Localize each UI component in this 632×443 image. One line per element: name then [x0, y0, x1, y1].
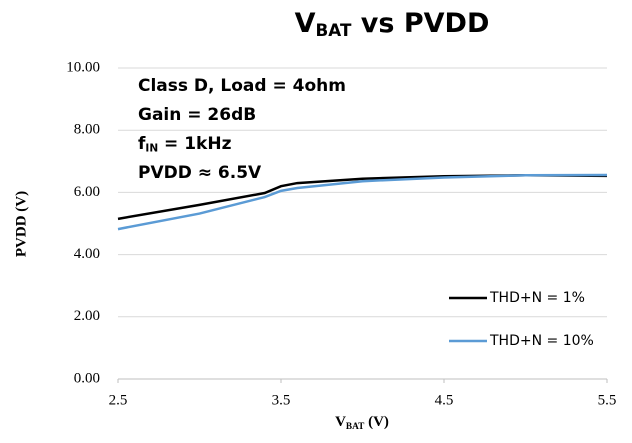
text-part: vs PVDD — [351, 8, 489, 39]
y-tick-label: 10.00 — [66, 59, 100, 75]
legend-label: THD+N = 10% — [489, 333, 594, 349]
text-part: IN — [145, 142, 158, 154]
text-part: BAT — [316, 20, 352, 40]
text-part: Gain = 26dB — [138, 105, 256, 125]
text-part: PVDD ≈ 6.5V — [138, 163, 262, 183]
annotation: Class D, Load = 4ohm — [138, 76, 346, 96]
text-part: BAT — [346, 422, 365, 432]
text-part: Class D, Load = 4ohm — [138, 76, 346, 96]
x-tick-label: 4.5 — [435, 392, 454, 408]
y-tick-label: 6.00 — [74, 184, 100, 200]
text-part: V — [295, 8, 316, 39]
y-tick-label: 4.00 — [74, 246, 100, 262]
annotation: PVDD ≈ 6.5V — [138, 163, 262, 183]
y-tick-label: 8.00 — [74, 122, 100, 138]
y-tick-label: 0.00 — [74, 370, 100, 386]
text-part: (V) — [364, 414, 389, 430]
text: VBAT (V) — [335, 414, 389, 431]
series-line — [117, 173, 608, 231]
x-tick-label: 5.5 — [598, 392, 617, 408]
annotation: fIN = 1kHz — [138, 134, 232, 154]
legend-label: THD+N = 1% — [489, 290, 585, 306]
x-tick-label: 2.5 — [109, 392, 128, 408]
text-part: f — [138, 134, 146, 154]
text-part: = 1kHz — [158, 134, 231, 154]
y-axis-label: PVDD (V) — [13, 191, 29, 257]
x-tick-label: 3.5 — [272, 392, 291, 408]
text-part: V — [335, 414, 346, 430]
y-tick-label: 2.00 — [74, 308, 100, 324]
chart-title: VBAT vs PVDD — [295, 8, 490, 40]
annotation: Gain = 26dB — [138, 105, 256, 125]
